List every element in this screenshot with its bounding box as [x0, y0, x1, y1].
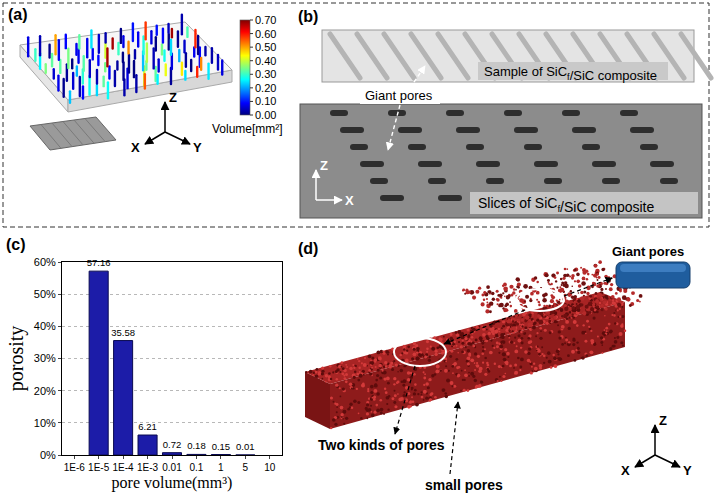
svg-text:X: X: [345, 193, 354, 208]
svg-text:20%: 20%: [34, 385, 56, 397]
svg-text:0.15: 0.15: [212, 441, 231, 452]
svg-text:1E-6: 1E-6: [64, 462, 86, 473]
svg-text:X: X: [621, 463, 630, 478]
svg-text:0.30: 0.30: [255, 68, 276, 80]
svg-text:1E-4: 1E-4: [113, 462, 135, 473]
svg-text:0.50: 0.50: [255, 41, 276, 53]
svg-text:Giant pores: Giant pores: [612, 244, 684, 259]
svg-text:40%: 40%: [34, 320, 56, 332]
svg-text:Z: Z: [659, 413, 667, 428]
svg-text:Y: Y: [193, 140, 202, 155]
svg-text:Volume[mm²]: Volume[mm²]: [212, 122, 283, 136]
svg-text:porosity: porosity: [5, 326, 28, 392]
svg-text:0.01: 0.01: [162, 462, 182, 473]
svg-text:0.1: 0.1: [189, 462, 203, 473]
svg-text:0.40: 0.40: [255, 55, 276, 67]
svg-text:(d): (d): [298, 240, 318, 257]
svg-text:0%: 0%: [40, 449, 56, 461]
svg-text:0.20: 0.20: [255, 82, 276, 94]
svg-text:X: X: [131, 140, 140, 155]
svg-text:1E-5: 1E-5: [88, 462, 110, 473]
svg-text:(b): (b): [298, 8, 318, 25]
svg-text:Z: Z: [320, 158, 328, 173]
svg-text:6.21: 6.21: [138, 421, 157, 432]
svg-text:Two kinds of pores: Two kinds of pores: [318, 437, 445, 453]
svg-text:30%: 30%: [34, 352, 56, 364]
svg-text:5: 5: [243, 462, 249, 473]
svg-text:(a): (a): [8, 6, 28, 23]
svg-text:1E-3: 1E-3: [137, 462, 159, 473]
svg-text:10%: 10%: [34, 417, 56, 429]
svg-text:60%: 60%: [34, 256, 56, 268]
svg-text:Giant pores: Giant pores: [365, 88, 433, 103]
svg-text:0.00: 0.00: [255, 109, 276, 121]
svg-text:Sample of SiCf/SiC composite: Sample of SiCf/SiC composite: [484, 64, 657, 83]
svg-text:57.16: 57.16: [87, 257, 111, 268]
svg-text:35.58: 35.58: [111, 327, 135, 338]
svg-text:Z: Z: [169, 90, 177, 105]
svg-text:0.10: 0.10: [255, 95, 276, 107]
svg-text:10: 10: [264, 462, 276, 473]
svg-text:pore volume(mm³): pore volume(mm³): [112, 474, 233, 492]
svg-text:50%: 50%: [34, 288, 56, 300]
svg-text:0.70: 0.70: [255, 14, 276, 26]
svg-text:0.01: 0.01: [236, 441, 255, 452]
svg-text:(c): (c): [6, 236, 26, 253]
svg-text:Y: Y: [683, 463, 692, 478]
svg-text:Slices of SiCf/SiC composite: Slices of SiCf/SiC composite: [478, 195, 654, 215]
svg-text:0.72: 0.72: [163, 439, 182, 450]
svg-text:0.60: 0.60: [255, 28, 276, 40]
svg-text:0.18: 0.18: [187, 440, 206, 451]
svg-text:small pores: small pores: [425, 477, 503, 493]
svg-text:1: 1: [218, 462, 224, 473]
